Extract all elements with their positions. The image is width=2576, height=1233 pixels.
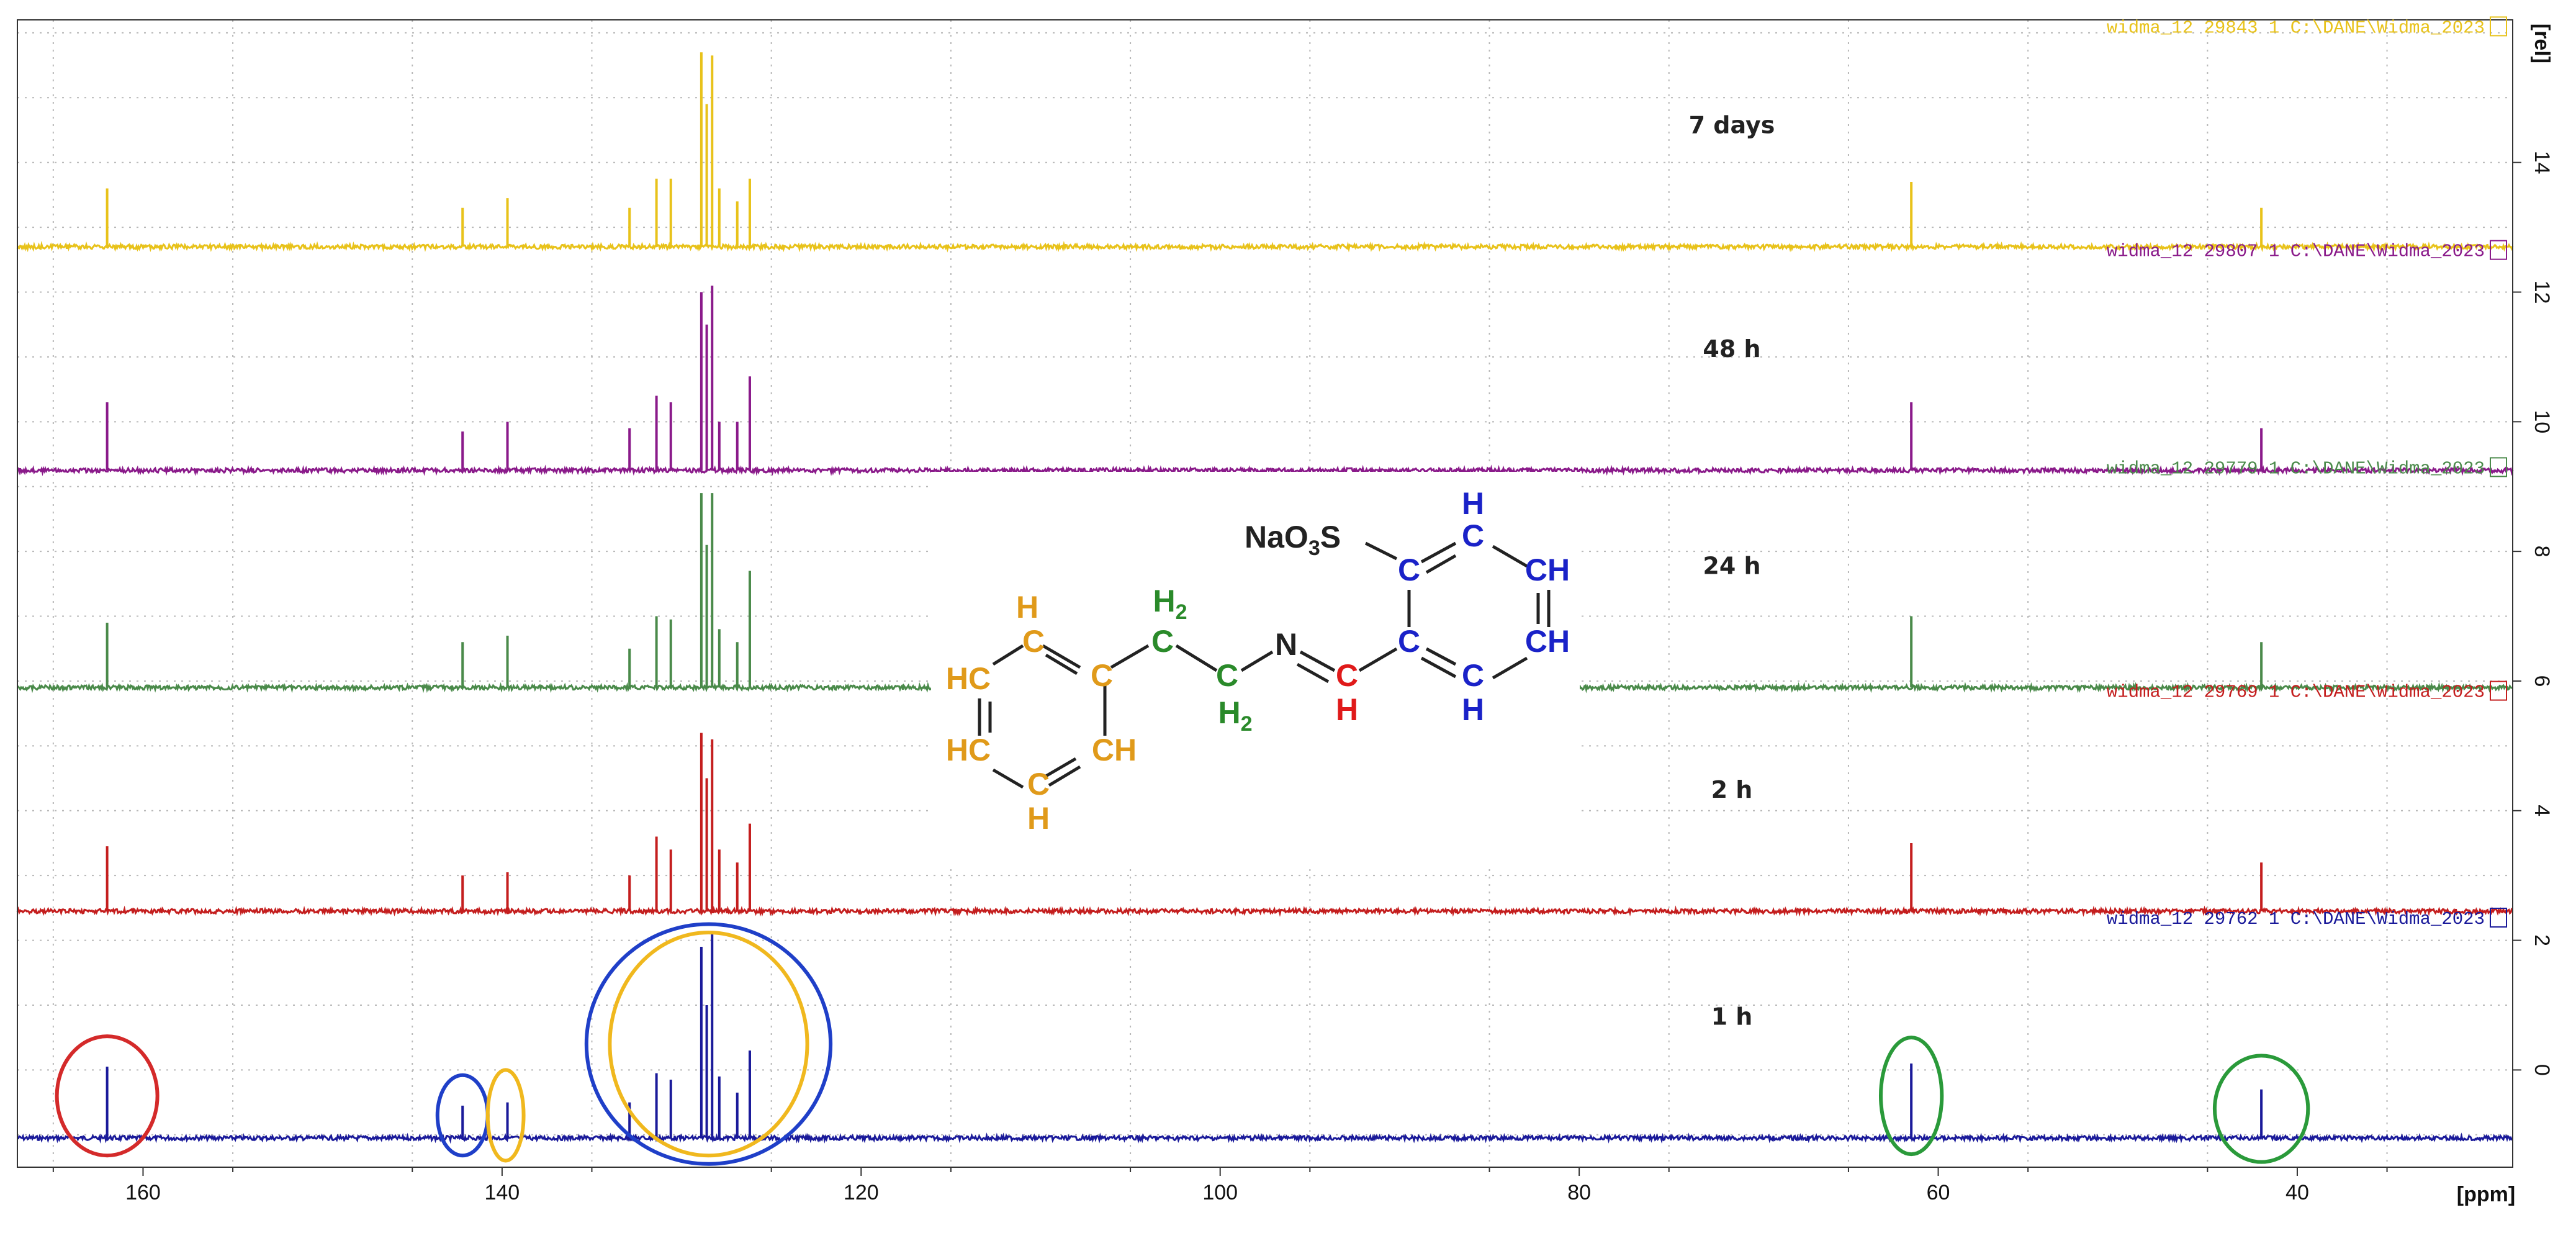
spectrum-7-days [16, 52, 2514, 253]
ring2-ch-upper: CH [1525, 553, 1570, 587]
axes: 160 140 120 100 80 60 40 [ppm] 0 2 4 6 8 10 12 14 [rel] [52, 24, 2554, 1206]
dataset-label: widma_12 29807 1 C:\DANE\Widma_2023 [2107, 242, 2485, 262]
ring1-hc-lower: HC [946, 733, 991, 767]
spectrum-baseline [16, 464, 2514, 476]
peak-highlights [55, 922, 2310, 1166]
series-labels: widma_12 29762 1 C:\DANE\Widma_2023 1 h wi… [1689, 16, 2507, 1030]
ring2-ipso-c: C [1398, 624, 1420, 659]
x-tick-label: 60 [1927, 1181, 1950, 1204]
x-tick-label: 40 [2286, 1181, 2309, 1204]
ring1-ipso-c: C [1091, 658, 1113, 693]
ring1-bottom-h: H [1027, 801, 1050, 836]
ethylene-c-a: C [1151, 624, 1174, 659]
ring2-ch-lower: CH [1525, 624, 1570, 659]
y-tick-label: 14 [2530, 151, 2554, 174]
y-axis-label: [rel] [2530, 24, 2554, 63]
structure-backdrop [931, 472, 1580, 869]
dataset-marker [2490, 680, 2507, 701]
time-label: 7 days [1689, 112, 1775, 139]
imine-c: C [1336, 658, 1358, 693]
sulfonate-group: NaO3S [1245, 520, 1341, 560]
dataset-label: widma_12 29843 1 C:\DANE\Widma_2023 [2107, 17, 2485, 38]
x-tick-label: 140 [484, 1181, 520, 1204]
chemical-structure: NaO3S H C C HC HC CH C H H2 C C H2 N C H… [931, 472, 1580, 869]
imine-n: N [1275, 627, 1297, 662]
peak-highlight-ellipse [55, 1034, 160, 1158]
y-tick-label: 10 [2530, 410, 2554, 433]
x-tick-label: 100 [1202, 1181, 1238, 1204]
imine-h: H [1336, 692, 1358, 727]
x-tick-label: 120 [844, 1181, 879, 1204]
ethylene-h2-top: H2 [1153, 584, 1187, 624]
y-tick-label: 8 [2530, 546, 2554, 558]
dataset-marker [2490, 908, 2507, 928]
x-tick-label: 80 [1567, 1181, 1591, 1204]
dataset-marker [2490, 457, 2507, 477]
ring2-bottom-c: C [1462, 658, 1484, 693]
ring2-sulfo-c: C [1398, 553, 1420, 587]
structure-bonds [978, 541, 1551, 789]
plot-frame [17, 19, 2513, 1168]
peak-highlight-ellipse [1878, 1036, 1944, 1157]
dataset-label: widma_12 29762 1 C:\DANE\Widma_2023 [2107, 909, 2485, 929]
ring1-top-h: H [1016, 590, 1038, 625]
spectrum-2-h [16, 733, 2513, 917]
time-label: 24 h [1703, 553, 1760, 580]
dataset-label: widma_12 29769 1 C:\DANE\Widma_2023 [2107, 682, 2485, 703]
y-tick-label: 0 [2530, 1064, 2554, 1076]
y-tick-label: 6 [2530, 675, 2554, 687]
ring2-top-h: H [1462, 486, 1484, 521]
ring2-bottom-h: H [1462, 692, 1484, 727]
ring1-bottom-c: C [1027, 767, 1050, 802]
time-label: 2 h [1711, 776, 1753, 803]
spectrum-baseline [16, 240, 2514, 253]
spectrum-baseline [16, 905, 2513, 917]
y-tick-label: 12 [2530, 281, 2554, 304]
structure-atoms: NaO3S H C C HC HC CH C H H2 C C H2 N C H… [946, 486, 1570, 836]
dataset-label: widma_12 29779 1 C:\DANE\Widma_2023 [2107, 458, 2485, 479]
spectrum-1-h [17, 934, 2513, 1144]
time-label: 1 h [1711, 1003, 1753, 1030]
x-axis-label: [ppm] [2457, 1183, 2515, 1206]
y-tick-label: 2 [2530, 934, 2554, 946]
peak-highlight-ellipse [584, 922, 833, 1166]
peak-highlight-ellipse [608, 931, 809, 1158]
ethylene-c-b: C [1216, 658, 1238, 693]
ethylene-h2-bottom: H2 [1218, 695, 1252, 736]
ring2-top-c: C [1462, 518, 1484, 553]
dataset-marker [2490, 16, 2507, 37]
spectrum-baseline [17, 1132, 2513, 1144]
dataset-marker [2490, 240, 2507, 260]
peak-highlight-ellipse [2212, 1054, 2310, 1164]
ring1-top-c: C [1022, 624, 1045, 659]
y-tick-label: 4 [2530, 805, 2554, 816]
x-tick-label: 160 [125, 1181, 161, 1204]
ring1-ch: CH [1092, 733, 1137, 767]
ring1-hc-upper: HC [946, 661, 991, 696]
peak-highlight-ellipse [485, 1068, 526, 1163]
spectrum-48-h [16, 286, 2514, 476]
time-label: 48 h [1703, 335, 1760, 363]
spectra [16, 52, 2514, 1144]
